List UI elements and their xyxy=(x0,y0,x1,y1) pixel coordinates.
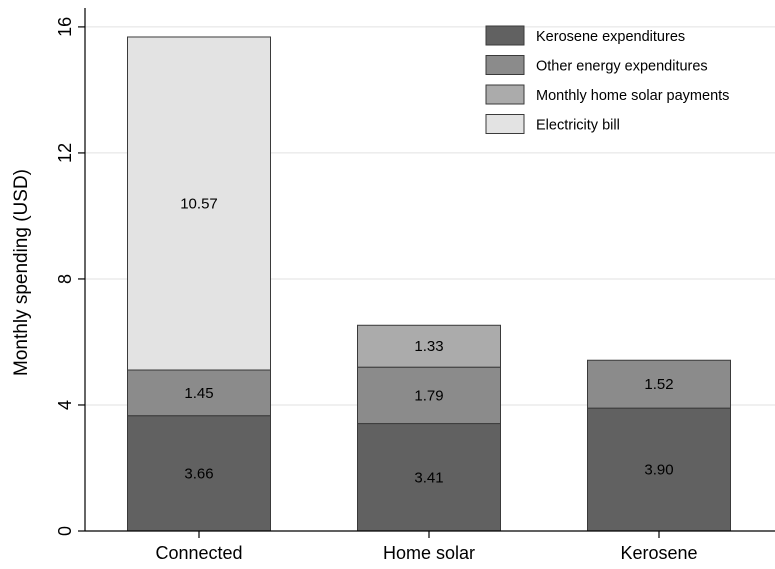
y-tick-label: 12 xyxy=(55,143,75,163)
data-label: 1.52 xyxy=(644,376,673,393)
bar-segment-home-solar-kerosene-expenditures xyxy=(357,423,501,532)
bar-segment-connected-kerosene-expenditures xyxy=(127,415,271,532)
y-tick-label: 8 xyxy=(55,274,75,284)
legend-swatch xyxy=(485,114,525,134)
y-axis-title: Monthly spending (USD) xyxy=(11,169,32,376)
bar-segment-connected-electricity-bill xyxy=(127,36,271,371)
x-tick-label: Connected xyxy=(155,543,242,563)
data-label: 3.90 xyxy=(644,462,673,479)
bar-segment-home-solar-monthly-home-solar-payments xyxy=(357,324,501,368)
legend-label: Monthly home solar payments xyxy=(536,88,729,104)
bar-segment-kerosene-other-energy-expenditures xyxy=(587,359,731,409)
legend-label: Kerosene expenditures xyxy=(536,29,685,45)
x-tick-label: Kerosene xyxy=(620,543,697,563)
data-label: 3.66 xyxy=(184,465,213,482)
data-labels: 3.66 1.45 10.57 3.41 1.79 1.33 3.90 1.52 xyxy=(180,195,673,486)
legend-swatch xyxy=(485,84,525,105)
bar-segment-kerosene-kerosene-expenditures xyxy=(587,407,731,532)
bars xyxy=(127,36,731,532)
legend-label: Other energy expenditures xyxy=(536,59,708,75)
x-tick-label: Home solar xyxy=(383,543,475,563)
y-tick-label: 4 xyxy=(55,400,75,410)
data-label: 1.33 xyxy=(414,338,443,355)
legend-label: Electricity bill xyxy=(536,118,620,134)
data-label: 1.45 xyxy=(184,385,213,402)
data-label: 1.79 xyxy=(414,387,443,404)
y-tick-label: 0 xyxy=(55,526,75,536)
axes: 0 4 8 12 16 Connected Home solar Kerosene Monthl… xyxy=(11,8,775,563)
y-tick-label: 16 xyxy=(55,17,75,37)
legend: Kerosene expenditures Other energy expend… xyxy=(485,25,729,134)
legend-swatch xyxy=(485,55,525,75)
legend-swatch xyxy=(485,25,525,46)
bar-segment-connected-other-energy-expenditures xyxy=(127,369,271,417)
bar-segment-home-solar-other-energy-expenditures xyxy=(357,366,501,425)
data-label: 3.41 xyxy=(414,469,443,486)
data-label: 10.57 xyxy=(180,195,218,212)
